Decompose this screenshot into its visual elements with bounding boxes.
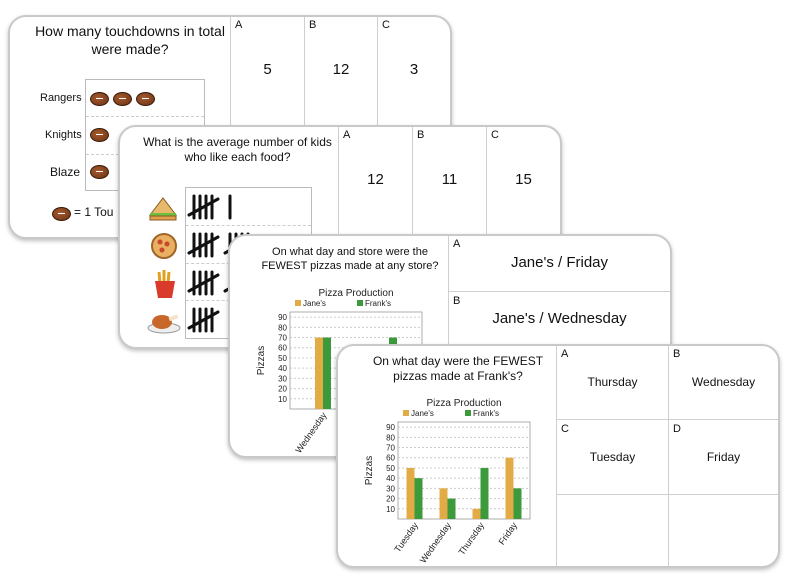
option-value: Jane's / Friday (510, 254, 609, 271)
football-icon (90, 128, 109, 142)
y-tick-label: 80 (278, 323, 287, 332)
option-value: Thursday (587, 375, 638, 389)
y-tick-label: 80 (386, 433, 395, 442)
y-tick-label: 20 (278, 385, 287, 394)
option-letter: A (561, 348, 569, 360)
option-value: 5 (263, 61, 272, 78)
option-letter: A (343, 129, 351, 141)
y-tick-label: 10 (386, 505, 395, 514)
y-tick-label: 50 (278, 354, 287, 363)
y-tick-label: 30 (278, 374, 287, 383)
question-text: On what day were the FEWEST pizzas made … (372, 354, 544, 383)
y-tick-label: 90 (386, 423, 395, 432)
y-tick-label: 40 (278, 364, 287, 373)
x-tick-label: Wednesday (293, 410, 329, 454)
bar (323, 337, 331, 409)
option-value: Wednesday (691, 375, 756, 389)
pictograph (85, 79, 205, 191)
y-tick-label: 90 (278, 313, 287, 322)
row-label-blaze: Blaze (50, 165, 81, 179)
legend-label: Frank's (365, 299, 391, 308)
legend-label: Jane's (303, 299, 326, 308)
option-value: 15 (515, 171, 532, 188)
bar (505, 457, 514, 519)
legend-label: Frank's (473, 409, 499, 418)
option-letter: C (382, 19, 390, 31)
pizza-icon (151, 233, 177, 259)
legend-swatch (465, 410, 471, 416)
plot-frame (397, 421, 531, 520)
option-letter: B (673, 348, 681, 360)
legend-swatch (403, 410, 409, 416)
option-a[interactable]: A Jane's / Friday (448, 236, 670, 291)
y-tick-label: 20 (386, 495, 395, 504)
fries-icon (155, 270, 175, 298)
empty-option-cell (556, 494, 668, 566)
y-tick-label: 10 (278, 395, 287, 404)
question-text: How many touchdowns in total were made? (35, 23, 225, 57)
option-letter: B (453, 295, 461, 307)
x-tick-label: Tuesday (392, 520, 420, 554)
y-tick-label: 50 (386, 464, 395, 473)
option-letter: B (417, 129, 425, 141)
question-text: On what day and store were the FEWEST pi… (261, 246, 439, 272)
option-value: 12 (367, 171, 384, 188)
y-axis-label: Pizzas (364, 456, 375, 485)
y-axis-label: Pizzas (256, 346, 267, 375)
legend-swatch (295, 300, 301, 306)
bar (480, 467, 489, 519)
option-letter: C (491, 129, 499, 141)
chicken-icon (147, 314, 181, 334)
chart-title: Pizza Production (318, 288, 393, 299)
y-tick-label: 70 (386, 444, 395, 453)
option-letter: C (561, 423, 569, 435)
row-label-rangers: Rangers (40, 92, 82, 104)
option-value: Jane's / Wednesday (492, 310, 627, 327)
option-c[interactable]: C Tuesday (556, 419, 668, 494)
option-letter: A (453, 238, 461, 250)
option-d[interactable]: D Friday (668, 419, 778, 494)
bar (315, 337, 323, 409)
bar (513, 488, 522, 519)
y-tick-label: 40 (386, 474, 395, 483)
option-a[interactable]: A Thursday (556, 346, 668, 419)
option-value: 3 (409, 61, 419, 78)
row-label-knights: Knights (45, 129, 82, 141)
legend-swatch (357, 300, 363, 306)
y-tick-label: 60 (278, 344, 287, 353)
option-value: Tuesday (589, 450, 636, 464)
y-tick-label: 60 (386, 454, 395, 463)
legend-text: = 1 Tou (74, 205, 114, 219)
x-tick-label: Thursday (456, 520, 486, 557)
x-tick-label: Wednesday (418, 520, 454, 564)
bar (472, 508, 481, 519)
bar (447, 498, 456, 519)
y-tick-label: 70 (278, 334, 287, 343)
sandwich-icon (148, 197, 178, 221)
bar (439, 488, 448, 519)
football-icon (113, 92, 132, 106)
option-b[interactable]: B Wednesday (668, 346, 778, 419)
question-text: What is the average number of kids who l… (143, 135, 332, 164)
football-icon (136, 92, 155, 106)
chart-title: Pizza Production (426, 398, 501, 409)
bar (406, 467, 415, 519)
football-icon (52, 207, 71, 221)
option-letter: A (235, 19, 243, 31)
question-card-pizza-franks[interactable]: On what day were the FEWEST pizzas made … (336, 344, 780, 568)
legend-label: Jane's (411, 409, 434, 418)
empty-option-cell (668, 494, 778, 566)
y-tick-label: 30 (386, 484, 395, 493)
option-letter: D (673, 423, 681, 435)
bar (414, 478, 423, 519)
option-value: 11 (441, 171, 458, 188)
football-icon (90, 92, 109, 106)
option-value: Friday (706, 450, 741, 464)
option-letter: B (309, 19, 317, 31)
football-icon (90, 165, 109, 179)
option-value: 12 (332, 61, 350, 78)
x-tick-label: Friday (497, 520, 520, 547)
